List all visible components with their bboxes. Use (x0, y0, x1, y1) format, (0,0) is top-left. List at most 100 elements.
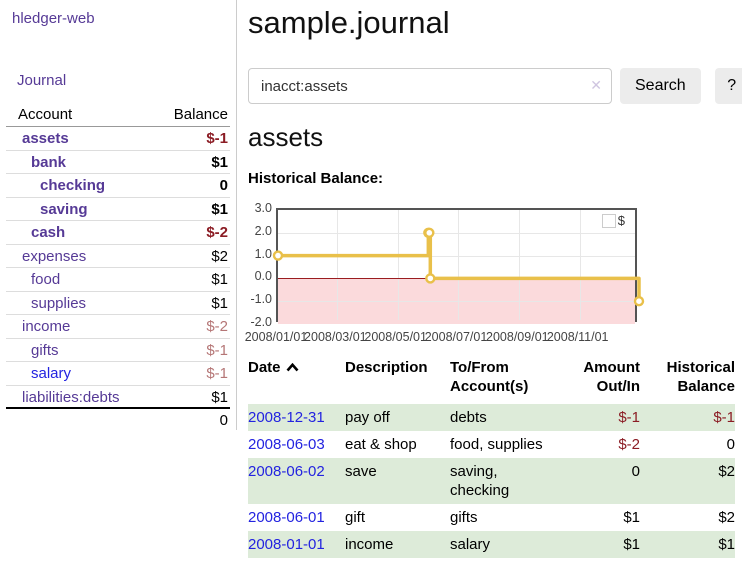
column-header-balance: Historical Balance (666, 359, 735, 395)
search-button[interactable]: Search (620, 68, 701, 104)
y-axis-label: 2.0 (254, 223, 272, 238)
sidebar-account-balance: $-2 (206, 224, 228, 241)
vertical-gridline (519, 210, 521, 320)
register-balance: $-1 (713, 409, 735, 426)
register-amount: $1 (623, 536, 640, 553)
register-row: 2008-01-01 income salary $1 $1 (248, 531, 735, 558)
column-header-description: Description (345, 359, 428, 376)
sidebar-account-link[interactable]: supplies (31, 294, 87, 312)
data-point-marker (424, 227, 435, 238)
sidebar-account-row: checking 0 (6, 174, 230, 198)
register-date-link[interactable]: 2008-12-31 (248, 409, 325, 426)
register-date-link[interactable]: 2008-06-03 (248, 436, 325, 453)
register-accounts: gifts (450, 509, 478, 526)
register-date-link[interactable]: 2008-06-01 (248, 509, 325, 526)
sidebar-account-link[interactable]: assets (22, 130, 69, 147)
register-description: pay off (345, 409, 390, 426)
sidebar-account-row: bank $1 (6, 151, 230, 174)
register-accounts: debts (450, 409, 487, 426)
chart-title: Historical Balance: (248, 170, 384, 187)
sidebar-account-row: gifts $-1 (6, 339, 230, 362)
sidebar-account-link[interactable]: saving (40, 200, 88, 218)
register-header-row: Date Description To/From Account(s) Amou… (248, 358, 735, 404)
sidebar-account-balance: 0 (219, 177, 228, 194)
register-balance: $2 (718, 463, 735, 480)
register-date-link[interactable]: 2008-01-01 (248, 536, 325, 553)
register-description: income (345, 536, 394, 553)
register-row: 2008-06-02 save saving, checking 0 $2 (248, 458, 735, 504)
account-column-header: Account (18, 106, 73, 123)
sidebar-account-link[interactable]: liabilities:debts (22, 388, 120, 406)
register-accounts: salary (450, 536, 491, 553)
register-amount: $-2 (618, 436, 640, 453)
sidebar-account-balance: $-1 (206, 341, 228, 359)
clear-search-icon[interactable]: ✕ (590, 77, 602, 93)
sidebar-account-row: cash $-2 (6, 221, 230, 245)
legend-label: $ (617, 213, 625, 228)
sidebar-account-balance: $1 (211, 200, 228, 218)
sidebar-account-balance: $1 (211, 271, 228, 288)
register-row: 2008-12-31 pay off debts $-1 $-1 (248, 404, 735, 431)
sidebar-account-link[interactable]: cash (31, 224, 66, 241)
register-row: 2008-06-03 eat & shop food, supplies $-2… (248, 431, 735, 458)
data-point-marker (272, 250, 284, 261)
sidebar-account-row: food $1 (6, 268, 230, 292)
sidebar-account-link[interactable]: gifts (31, 341, 59, 359)
vertical-gridline (579, 210, 581, 320)
date-header-label: Date (248, 359, 281, 376)
balance-series-line (272, 227, 645, 307)
sidebar-account-row: assets $-1 (6, 127, 230, 151)
sidebar-account-balance: $1 (211, 153, 228, 171)
legend-swatch (601, 213, 616, 228)
sidebar-account-link[interactable]: salary (31, 365, 72, 382)
horizontal-gridline (278, 232, 635, 234)
account-rows: assets $-1 bank $1 checking 0 saving $1 … (6, 127, 230, 409)
chart-legend: $ (601, 213, 625, 228)
y-axis-label: -2.0 (250, 315, 272, 329)
sidebar-total: 0 (219, 412, 228, 429)
brand-link[interactable]: hledger-web (12, 10, 95, 27)
sidebar-account-balance: $-1 (206, 130, 228, 147)
account-heading: assets (248, 122, 324, 152)
register-table: Date Description To/From Account(s) Amou… (248, 358, 735, 558)
vertical-gridline (397, 210, 399, 320)
sidebar-account-balance: $1 (211, 294, 228, 312)
search-input[interactable] (248, 68, 612, 104)
register-amount: $1 (623, 509, 640, 526)
horizontal-gridline (278, 255, 635, 257)
sidebar-account-balance: $-2 (206, 318, 228, 335)
x-axis-label: 2008/09/01 (486, 330, 549, 344)
register-balance: $2 (718, 509, 735, 526)
register-row: 2008-06-01 gift gifts $1 $2 (248, 504, 735, 531)
sidebar-account-balance: $-1 (206, 365, 228, 382)
sidebar: hledger-web Journal Account Balance asse… (0, 0, 236, 582)
y-axis-label: -1.0 (250, 292, 272, 307)
x-axis-label: 2008/07/01 (424, 330, 488, 344)
register-description: eat & shop (345, 436, 417, 453)
main-content: sample.journal ✕ Search ? assets Histori… (245, 0, 742, 582)
help-button[interactable]: ? (714, 68, 742, 104)
sidebar-divider (236, 0, 237, 430)
sidebar-account-link[interactable]: bank (31, 153, 67, 171)
sidebar-item-journal[interactable]: Journal (17, 72, 67, 89)
sidebar-account-link[interactable]: checking (40, 177, 106, 194)
x-axis-label: 2008/11/01 (546, 330, 609, 344)
data-point-marker (633, 295, 645, 307)
sidebar-account-row: expenses $2 (6, 245, 230, 268)
register-description: gift (345, 509, 366, 526)
sidebar-account-row: supplies $1 (6, 292, 230, 315)
account-balance-table: Account Balance assets $-1 bank $1 check… (6, 104, 230, 433)
sidebar-account-row: liabilities:debts $1 (6, 386, 230, 409)
y-axis-label: 0.0 (254, 269, 272, 284)
sidebar-account-balance: $2 (211, 247, 228, 265)
x-axis-label: 2008/03/01 (304, 330, 367, 344)
register-accounts: saving, checking (450, 463, 510, 499)
sidebar-account-link[interactable]: income (22, 318, 71, 335)
register-amount: $-1 (618, 409, 640, 426)
sidebar-account-link[interactable]: food (31, 271, 61, 288)
column-header-date[interactable]: Date (248, 358, 345, 404)
register-date-link[interactable]: 2008-06-02 (248, 463, 325, 480)
horizontal-gridline (278, 301, 635, 303)
sidebar-account-link[interactable]: expenses (22, 247, 87, 265)
column-header-amount: Amount Out/In (583, 359, 640, 395)
